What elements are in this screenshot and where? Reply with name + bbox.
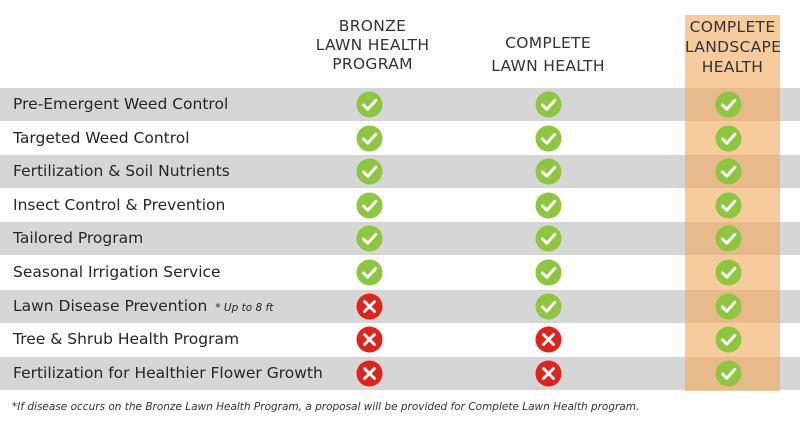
check-icon [356, 91, 383, 118]
feature-note: * Up to 8 ft [215, 301, 274, 314]
check-icon [535, 259, 562, 286]
table-row: Tailored Program [0, 222, 800, 256]
feature-label: Insect Control & Prevention [13, 189, 225, 222]
check-icon [715, 326, 742, 353]
feature-name: Targeted Weed Control [13, 128, 190, 147]
cross-icon [356, 293, 383, 320]
check-icon [715, 259, 742, 286]
check-icon [715, 192, 742, 219]
check-icon [715, 360, 742, 387]
check-icon [715, 91, 742, 118]
column-header-bronze: BRONZE LAWN HEALTH PROGRAM [315, 17, 430, 73]
table-row: Tree & Shrub Health Program [0, 323, 800, 356]
feature-label: Targeted Weed Control [13, 122, 190, 155]
feature-label: Lawn Disease Prevention * Up to 8 ft [13, 290, 273, 323]
table-row: Seasonal Irrigation Service [0, 256, 800, 289]
feature-label: Pre-Emergent Weed Control [13, 88, 228, 121]
column-header-complete-lawn: COMPLETE LAWN HEALTH [491, 34, 605, 75]
cross-icon [535, 360, 562, 387]
table-row: Insect Control & Prevention [0, 189, 800, 222]
check-icon [535, 225, 562, 252]
check-icon [535, 91, 562, 118]
feature-name: Lawn Disease Prevention [13, 296, 208, 315]
feature-label: Fertilization & Soil Nutrients [13, 155, 230, 188]
feature-name: Tree & Shrub Health Program [13, 330, 240, 349]
feature-label: Tree & Shrub Health Program [13, 323, 239, 356]
check-icon [535, 158, 562, 185]
column-header-complete-landscape: COMPLETE LANDSCAPE HEALTH [685, 18, 782, 76]
feature-label: Fertilization for Healthier Flower Growt… [13, 357, 323, 390]
feature-name: Fertilization for Healthier Flower Growt… [13, 363, 323, 382]
cross-icon [535, 326, 562, 353]
table-row: Lawn Disease Prevention * Up to 8 ft [0, 289, 800, 323]
check-icon [356, 259, 383, 286]
check-icon [535, 293, 562, 320]
feature-name: Pre-Emergent Weed Control [13, 95, 229, 113]
table-row: Fertilization & Soil Nutrients [0, 155, 800, 189]
feature-label: Tailored Program [13, 222, 143, 255]
check-icon [535, 192, 562, 219]
feature-name: Seasonal Irrigation Service [13, 263, 221, 281]
feature-name: Tailored Program [13, 229, 144, 248]
cross-icon [356, 360, 383, 387]
check-icon [356, 192, 383, 219]
cross-icon [356, 326, 383, 353]
table-row: Pre-Emergent Weed Control [0, 88, 800, 121]
check-icon [356, 225, 383, 252]
table-row: Targeted Weed Control [0, 122, 800, 155]
feature-label: Seasonal Irrigation Service [13, 256, 221, 289]
table-row: Fertilization for Healthier Flower Growt… [0, 356, 800, 390]
check-icon [715, 158, 742, 185]
check-icon [356, 158, 383, 185]
feature-name: Insect Control & Prevention [13, 195, 226, 214]
feature-name: Fertilization & Soil Nutrients [13, 162, 230, 181]
check-icon [356, 125, 383, 152]
check-icon [535, 125, 562, 152]
check-icon [715, 125, 742, 152]
footnote: *If disease occurs on the Bronze Lawn He… [12, 401, 640, 413]
check-icon [715, 293, 742, 320]
check-icon [715, 225, 742, 252]
